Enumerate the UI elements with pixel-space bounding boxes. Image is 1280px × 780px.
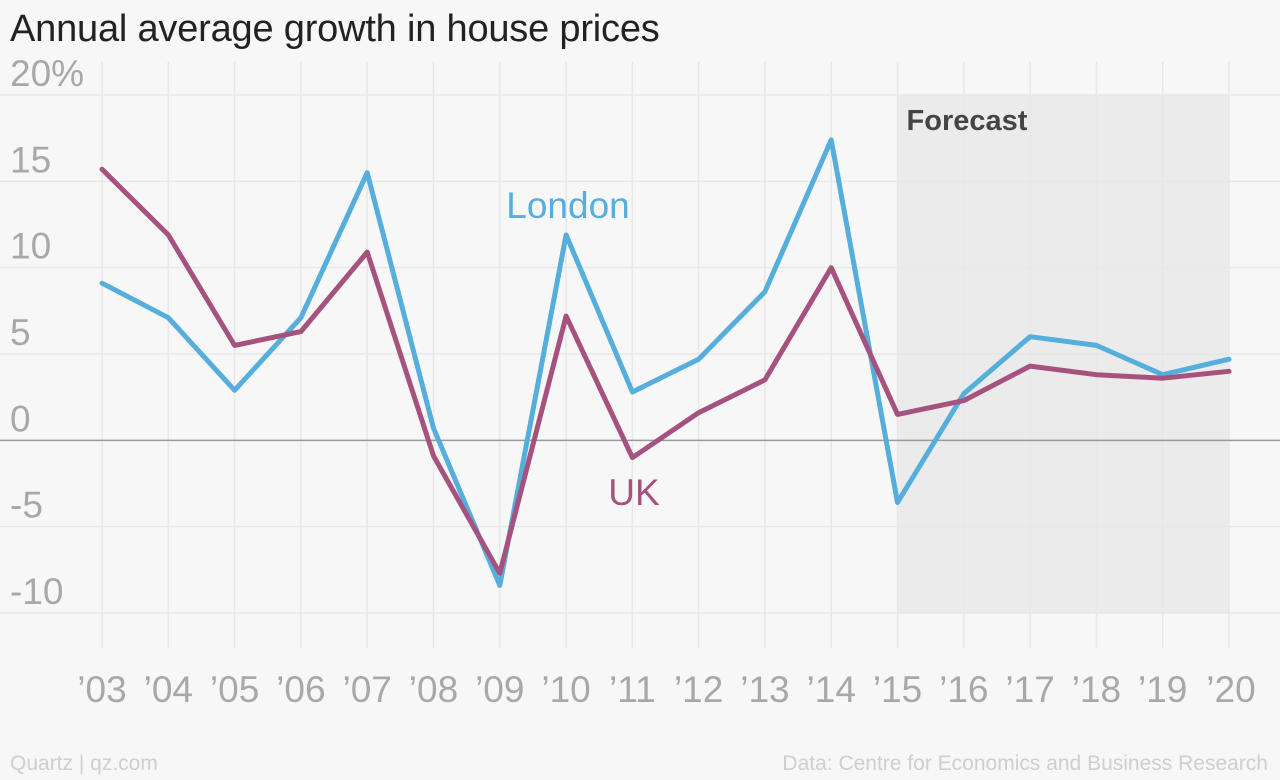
x-tick-label: ’05: [210, 669, 259, 710]
x-tick-label: ’03: [77, 669, 126, 710]
x-tick-label: ’16: [939, 669, 988, 710]
footer-credit: Quartz | qz.com: [10, 752, 158, 775]
x-tick-label: ’17: [1005, 669, 1054, 710]
x-tick-label: ’07: [342, 669, 391, 710]
footer-source: Data: Centre for Economics and Business …: [782, 752, 1268, 775]
y-tick-label: 5: [10, 312, 31, 353]
y-tick-label: 20%: [10, 53, 84, 94]
x-tick-label: ’20: [1206, 669, 1255, 710]
x-tick-label: ’13: [740, 669, 789, 710]
x-tick-label: ’15: [873, 669, 922, 710]
series-line-london: [99, 137, 1232, 588]
series-line-uk: [99, 166, 1232, 576]
y-tick-label: -10: [10, 571, 63, 612]
y-tick-label: 10: [10, 226, 51, 267]
x-tick-label: ’06: [276, 669, 325, 710]
x-tick-label: ’04: [144, 669, 193, 710]
x-tick-label: ’10: [541, 669, 590, 710]
x-tick-label: ’12: [674, 669, 723, 710]
forecast-label: Forecast: [907, 105, 1028, 137]
x-tick-label: ’18: [1072, 669, 1121, 710]
x-tick-label: ’14: [807, 669, 856, 710]
series-label-uk: UK: [608, 472, 660, 513]
y-tick-label: 15: [10, 139, 51, 180]
y-tick-label: 0: [10, 398, 31, 439]
chart-title: Annual average growth in house prices: [10, 8, 660, 50]
x-tick-label: ’09: [475, 669, 524, 710]
x-tick-label: ’11: [609, 669, 656, 710]
y-tick-label: -5: [10, 485, 43, 526]
x-tick-label: ’19: [1138, 669, 1187, 710]
series-label-london: London: [506, 185, 629, 226]
x-tick-label: ’08: [409, 669, 458, 710]
